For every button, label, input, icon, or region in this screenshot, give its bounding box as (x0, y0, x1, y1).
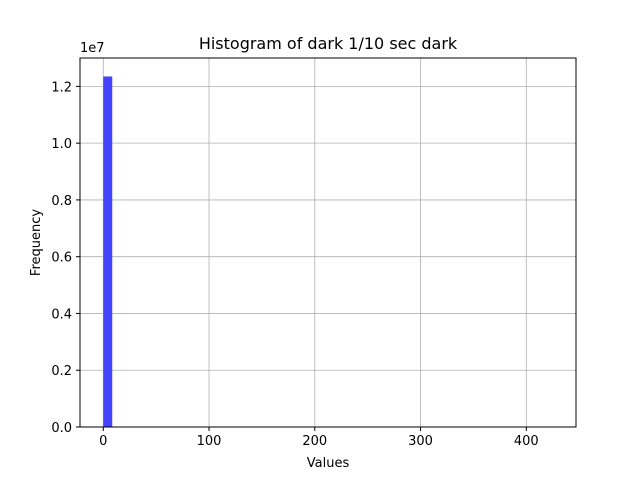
x-tick-label: 100 (197, 434, 222, 449)
y-tick-label: 0.6 (51, 251, 72, 266)
x-tick-label: 400 (514, 434, 539, 449)
y-tick-label: 1.2 (51, 80, 72, 95)
x-axis-ticks: 0 100 200 300 400 (99, 427, 539, 449)
chart-title: Histogram of dark 1/10 sec dark (199, 34, 458, 53)
histogram-bars (103, 76, 113, 427)
y-tick-label: 0.4 (51, 307, 72, 322)
histogram-bar (103, 76, 113, 427)
x-tick-label: 200 (302, 434, 327, 449)
x-tick-label: 300 (408, 434, 433, 449)
y-tick-label: 1.0 (51, 137, 72, 152)
y-tick-label: 0.0 (51, 421, 72, 436)
y-axis-label: Frequency (29, 209, 44, 276)
y-tick-label: 0.2 (51, 364, 72, 379)
y-axis-offset-label: 1e7 (80, 41, 105, 56)
plot-frame (79, 57, 577, 428)
y-axis-ticks: 0.0 0.2 0.4 0.6 0.8 1.0 1.2 (51, 80, 80, 436)
x-axis-label: Values (307, 456, 350, 471)
x-tick-label: 0 (99, 434, 107, 449)
y-tick-label: 0.8 (51, 194, 72, 209)
